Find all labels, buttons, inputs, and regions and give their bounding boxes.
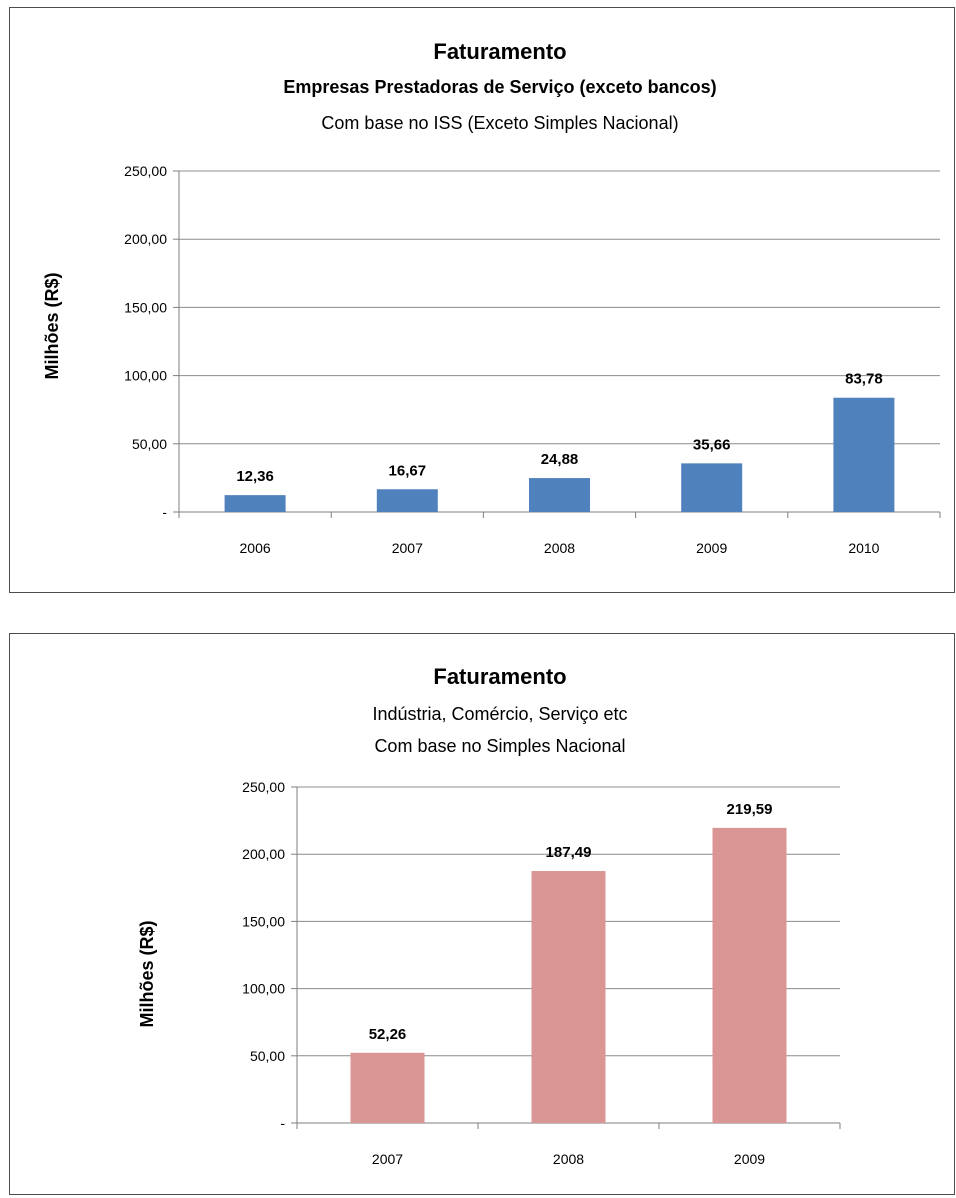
x-tick-label: 2006: [240, 540, 271, 556]
chart-2-title: Faturamento: [433, 664, 566, 689]
y-tick-label: 100,00: [124, 368, 167, 384]
chart-1-plot: - 50,00 100,00 150,00 200,00 250,00 12,36 2006 1…: [124, 163, 940, 556]
chart-1-subtitle2: Com base no ISS (Exceto Simples Nacional…: [321, 113, 678, 133]
chart-1-subtitle: Empresas Prestadoras de Serviço (exceto …: [283, 77, 716, 97]
data-label: 35,66: [693, 436, 731, 453]
data-label: 12,36: [236, 468, 274, 485]
chart-1-ylabel: Milhões (R$): [42, 272, 62, 379]
bar: [225, 495, 286, 512]
bar: [529, 478, 590, 512]
data-label: 24,88: [541, 451, 579, 468]
bar: [532, 871, 606, 1123]
x-tick-label: 2010: [848, 540, 879, 556]
x-tick-label: 2009: [696, 540, 727, 556]
data-label: 16,67: [389, 462, 427, 479]
y-tick-label: -: [162, 504, 167, 520]
data-label: 187,49: [546, 844, 592, 861]
chart-1-container: Faturamento Empresas Prestadoras de Serv…: [9, 7, 955, 593]
chart-1-svg: Faturamento Empresas Prestadoras de Serv…: [10, 8, 956, 594]
bar: [351, 1053, 425, 1123]
chart-2-svg: Faturamento Indústria, Comércio, Serviço…: [10, 634, 956, 1196]
x-tick-label: 2008: [544, 540, 575, 556]
data-label: 52,26: [369, 1026, 407, 1043]
chart-2-container: Faturamento Indústria, Comércio, Serviço…: [9, 633, 955, 1195]
y-tick-label: 50,00: [250, 1048, 285, 1064]
bar: [681, 463, 742, 512]
x-tick-label: 2007: [392, 540, 423, 556]
y-tick-label: 150,00: [124, 299, 167, 315]
bar: [833, 398, 894, 512]
chart-2-subtitle2: Com base no Simples Nacional: [374, 736, 625, 756]
y-tick-label: 250,00: [124, 163, 167, 179]
x-tick-label: 2007: [372, 1151, 403, 1167]
data-label: 219,59: [727, 801, 773, 818]
data-label: 83,78: [845, 371, 883, 388]
bar: [713, 828, 787, 1123]
bar: [377, 489, 438, 512]
y-tick-label: 100,00: [242, 981, 285, 997]
y-tick-label: 200,00: [124, 231, 167, 247]
y-tick-label: 50,00: [132, 436, 167, 452]
chart-2-ylabel: Milhões (R$): [137, 920, 157, 1027]
chart-1-title: Faturamento: [433, 39, 566, 64]
chart-2-plot: - 50,00 100,00 150,00 200,00 250,00 52,26 2007 1…: [242, 779, 840, 1167]
y-tick-label: 250,00: [242, 779, 285, 795]
y-tick-label: -: [280, 1115, 285, 1131]
chart-2-subtitle: Indústria, Comércio, Serviço etc: [372, 704, 627, 724]
y-tick-label: 150,00: [242, 913, 285, 929]
x-tick-label: 2008: [553, 1151, 584, 1167]
y-tick-label: 200,00: [242, 846, 285, 862]
x-tick-label: 2009: [734, 1151, 765, 1167]
